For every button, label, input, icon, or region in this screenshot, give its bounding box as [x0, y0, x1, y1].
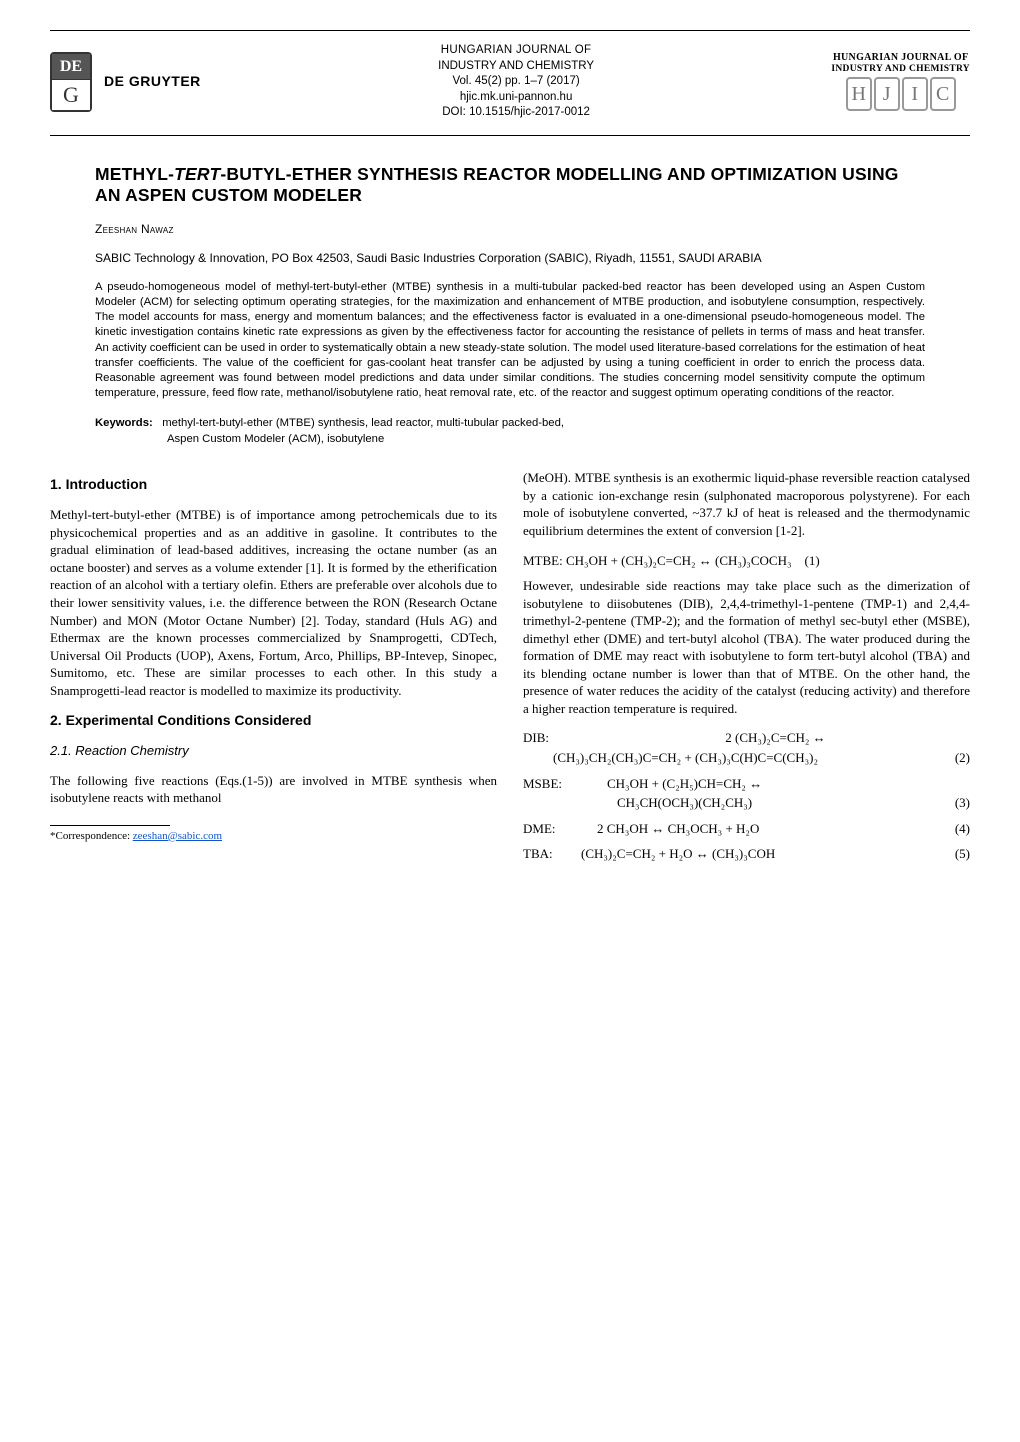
eq-msbe-line1: CH₃OH + (C₂H₅)CH=CH₂ ↔ [581, 775, 970, 793]
abstract: A pseudo-homogeneous model of methyl-ter… [95, 280, 925, 402]
eq-dib: DIB: 2 (CH₃)₂C=CH₂ ↔ [523, 729, 970, 747]
section-1-body: Methyl-tert-butyl-ether (MTBE) is of imp… [50, 506, 497, 699]
right-para2: However, undesirable side reactions may … [523, 577, 970, 717]
eq-mtbe-label: MTBE: [523, 553, 563, 568]
journal-logo: HUNGARIAN JOURNAL OF INDUSTRY AND CHEMIS… [831, 52, 970, 111]
footnote-label: *Correspondence: [50, 830, 133, 842]
left-column: 1. Introduction Methyl-tert-butyl-ether … [50, 469, 497, 870]
doi-line: DOI: 10.1515/hjic-2017-0012 [438, 105, 594, 121]
affiliation: SABIC Technology & Innovation, PO Box 42… [95, 250, 925, 266]
hjic-letter-i: I [902, 77, 928, 111]
logo-title-line2: INDUSTRY AND CHEMISTRY [831, 64, 970, 75]
hjic-letter-j: J [874, 77, 900, 111]
eq-tba-body: (CH₃)₂C=CH₂ + H₂O ↔ (CH₃)₃COH [581, 845, 947, 863]
logo-title-line1: HUNGARIAN JOURNAL OF [831, 52, 970, 64]
eq-mtbe-num: (1) [805, 553, 820, 568]
logo-top: DE [52, 54, 90, 79]
keywords: Keywords: methyl-tert-butyl-ether (MTBE)… [95, 416, 925, 448]
footnote: *Correspondence: zeeshan@sabic.com [50, 829, 497, 844]
url-line: hjic.mk.uni-pannon.hu [438, 90, 594, 106]
section-2-1-heading: 2.1. Reaction Chemistry [50, 742, 497, 760]
journal-line2: INDUSTRY AND CHEMISTRY [438, 59, 594, 75]
columns: 1. Introduction Methyl-tert-butyl-ether … [50, 469, 970, 870]
publisher-name: DE GRUYTER [104, 72, 201, 91]
vol-line: Vol. 45(2) pp. 1–7 (2017) [438, 74, 594, 90]
eq-dib-2: (CH₃)₃CH₂(CH₃)C=CH₂ + (CH₃)₃C(H)C=C(CH₃)… [523, 749, 970, 767]
right-column: (MeOH). MTBE synthesis is an exothermic … [523, 469, 970, 870]
article-title: METHYL-TERT-BUTYL-ETHER SYNTHESIS REACTO… [95, 164, 925, 208]
eq-mtbe: MTBE: CH₃OH + (CH₃)₂C=CH₂ ↔ (CH₃)₃COCH₃ … [523, 552, 970, 570]
journal-meta: HUNGARIAN JOURNAL OF INDUSTRY AND CHEMIS… [438, 43, 594, 121]
eq-dib-num: (2) [947, 749, 970, 767]
mid-rule [50, 135, 970, 136]
journal-logo-title: HUNGARIAN JOURNAL OF INDUSTRY AND CHEMIS… [831, 52, 970, 75]
section-2-1-body: The following five reactions (Eqs.(1-5))… [50, 772, 497, 807]
eq-dib-label: DIB: [523, 729, 581, 747]
eq-msbe-label: MSBE: [523, 775, 581, 793]
right-intro: (MeOH). MTBE synthesis is an exothermic … [523, 469, 970, 539]
eq-tba: TBA: (CH₃)₂C=CH₂ + H₂O ↔ (CH₃)₃COH (5) [523, 845, 970, 863]
journal-line1: HUNGARIAN JOURNAL OF [438, 43, 594, 59]
header-row: DE G DE GRUYTER HUNGARIAN JOURNAL OF IND… [50, 37, 970, 131]
eq-dib-line2: (CH₃)₃CH₂(CH₃)C=CH₂ + (CH₃)₃C(H)C=C(CH₃)… [523, 749, 947, 767]
footnote-rule [50, 825, 170, 826]
section-1-heading: 1. Introduction [50, 475, 497, 494]
eq-tba-label: TBA: [523, 845, 581, 863]
title-block: METHYL-TERT-BUTYL-ETHER SYNTHESIS REACTO… [95, 164, 925, 448]
hjic-letters: H J I C [846, 77, 956, 111]
keywords-line1: methyl-tert-butyl-ether (MTBE) synthesis… [162, 417, 564, 429]
section-2-heading: 2. Experimental Conditions Considered [50, 711, 497, 730]
eq-dib-line1: 2 (CH₃)₂C=CH₂ ↔ [581, 729, 970, 747]
eq-msbe-2: CH₃CH(OCH₃)(CH₂CH₃) (3) [523, 794, 970, 812]
de-gruyter-logo-icon: DE G [50, 52, 92, 112]
author-name: Zeeshan Nawaz [95, 222, 174, 236]
eq-msbe-num: (3) [947, 794, 970, 812]
eq-tba-num: (5) [947, 845, 970, 863]
eq-dme-label: DME: [523, 820, 581, 838]
author: Zeeshan Nawaz [95, 221, 925, 237]
publisher-block: DE G DE GRUYTER [50, 52, 201, 112]
hjic-letter-c: C [930, 77, 956, 111]
eq-mtbe-body: CH₃OH + (CH₃)₂C=CH₂ ↔ (CH₃)₃COCH₃ [566, 553, 792, 568]
keywords-line2: Aspen Custom Modeler (ACM), isobutylene [167, 432, 925, 448]
top-rule [50, 30, 970, 31]
eq-dme-body: 2 CH₃OH ↔ CH₃OCH₃ + H₂O [581, 820, 947, 838]
keywords-label: Keywords: [95, 417, 153, 429]
eq-msbe: MSBE: CH₃OH + (C₂H₅)CH=CH₂ ↔ [523, 775, 970, 793]
eq-msbe-line2: CH₃CH(OCH₃)(CH₂CH₃) [523, 794, 947, 812]
logo-bot: G [52, 79, 90, 110]
title-tert-italic: TERT [174, 164, 220, 184]
footnote-email-link[interactable]: zeeshan@sabic.com [133, 830, 222, 842]
eq-dme-num: (4) [947, 820, 970, 838]
hjic-letter-h: H [846, 77, 872, 111]
eq-dme: DME: 2 CH₃OH ↔ CH₃OCH₃ + H₂O (4) [523, 820, 970, 838]
